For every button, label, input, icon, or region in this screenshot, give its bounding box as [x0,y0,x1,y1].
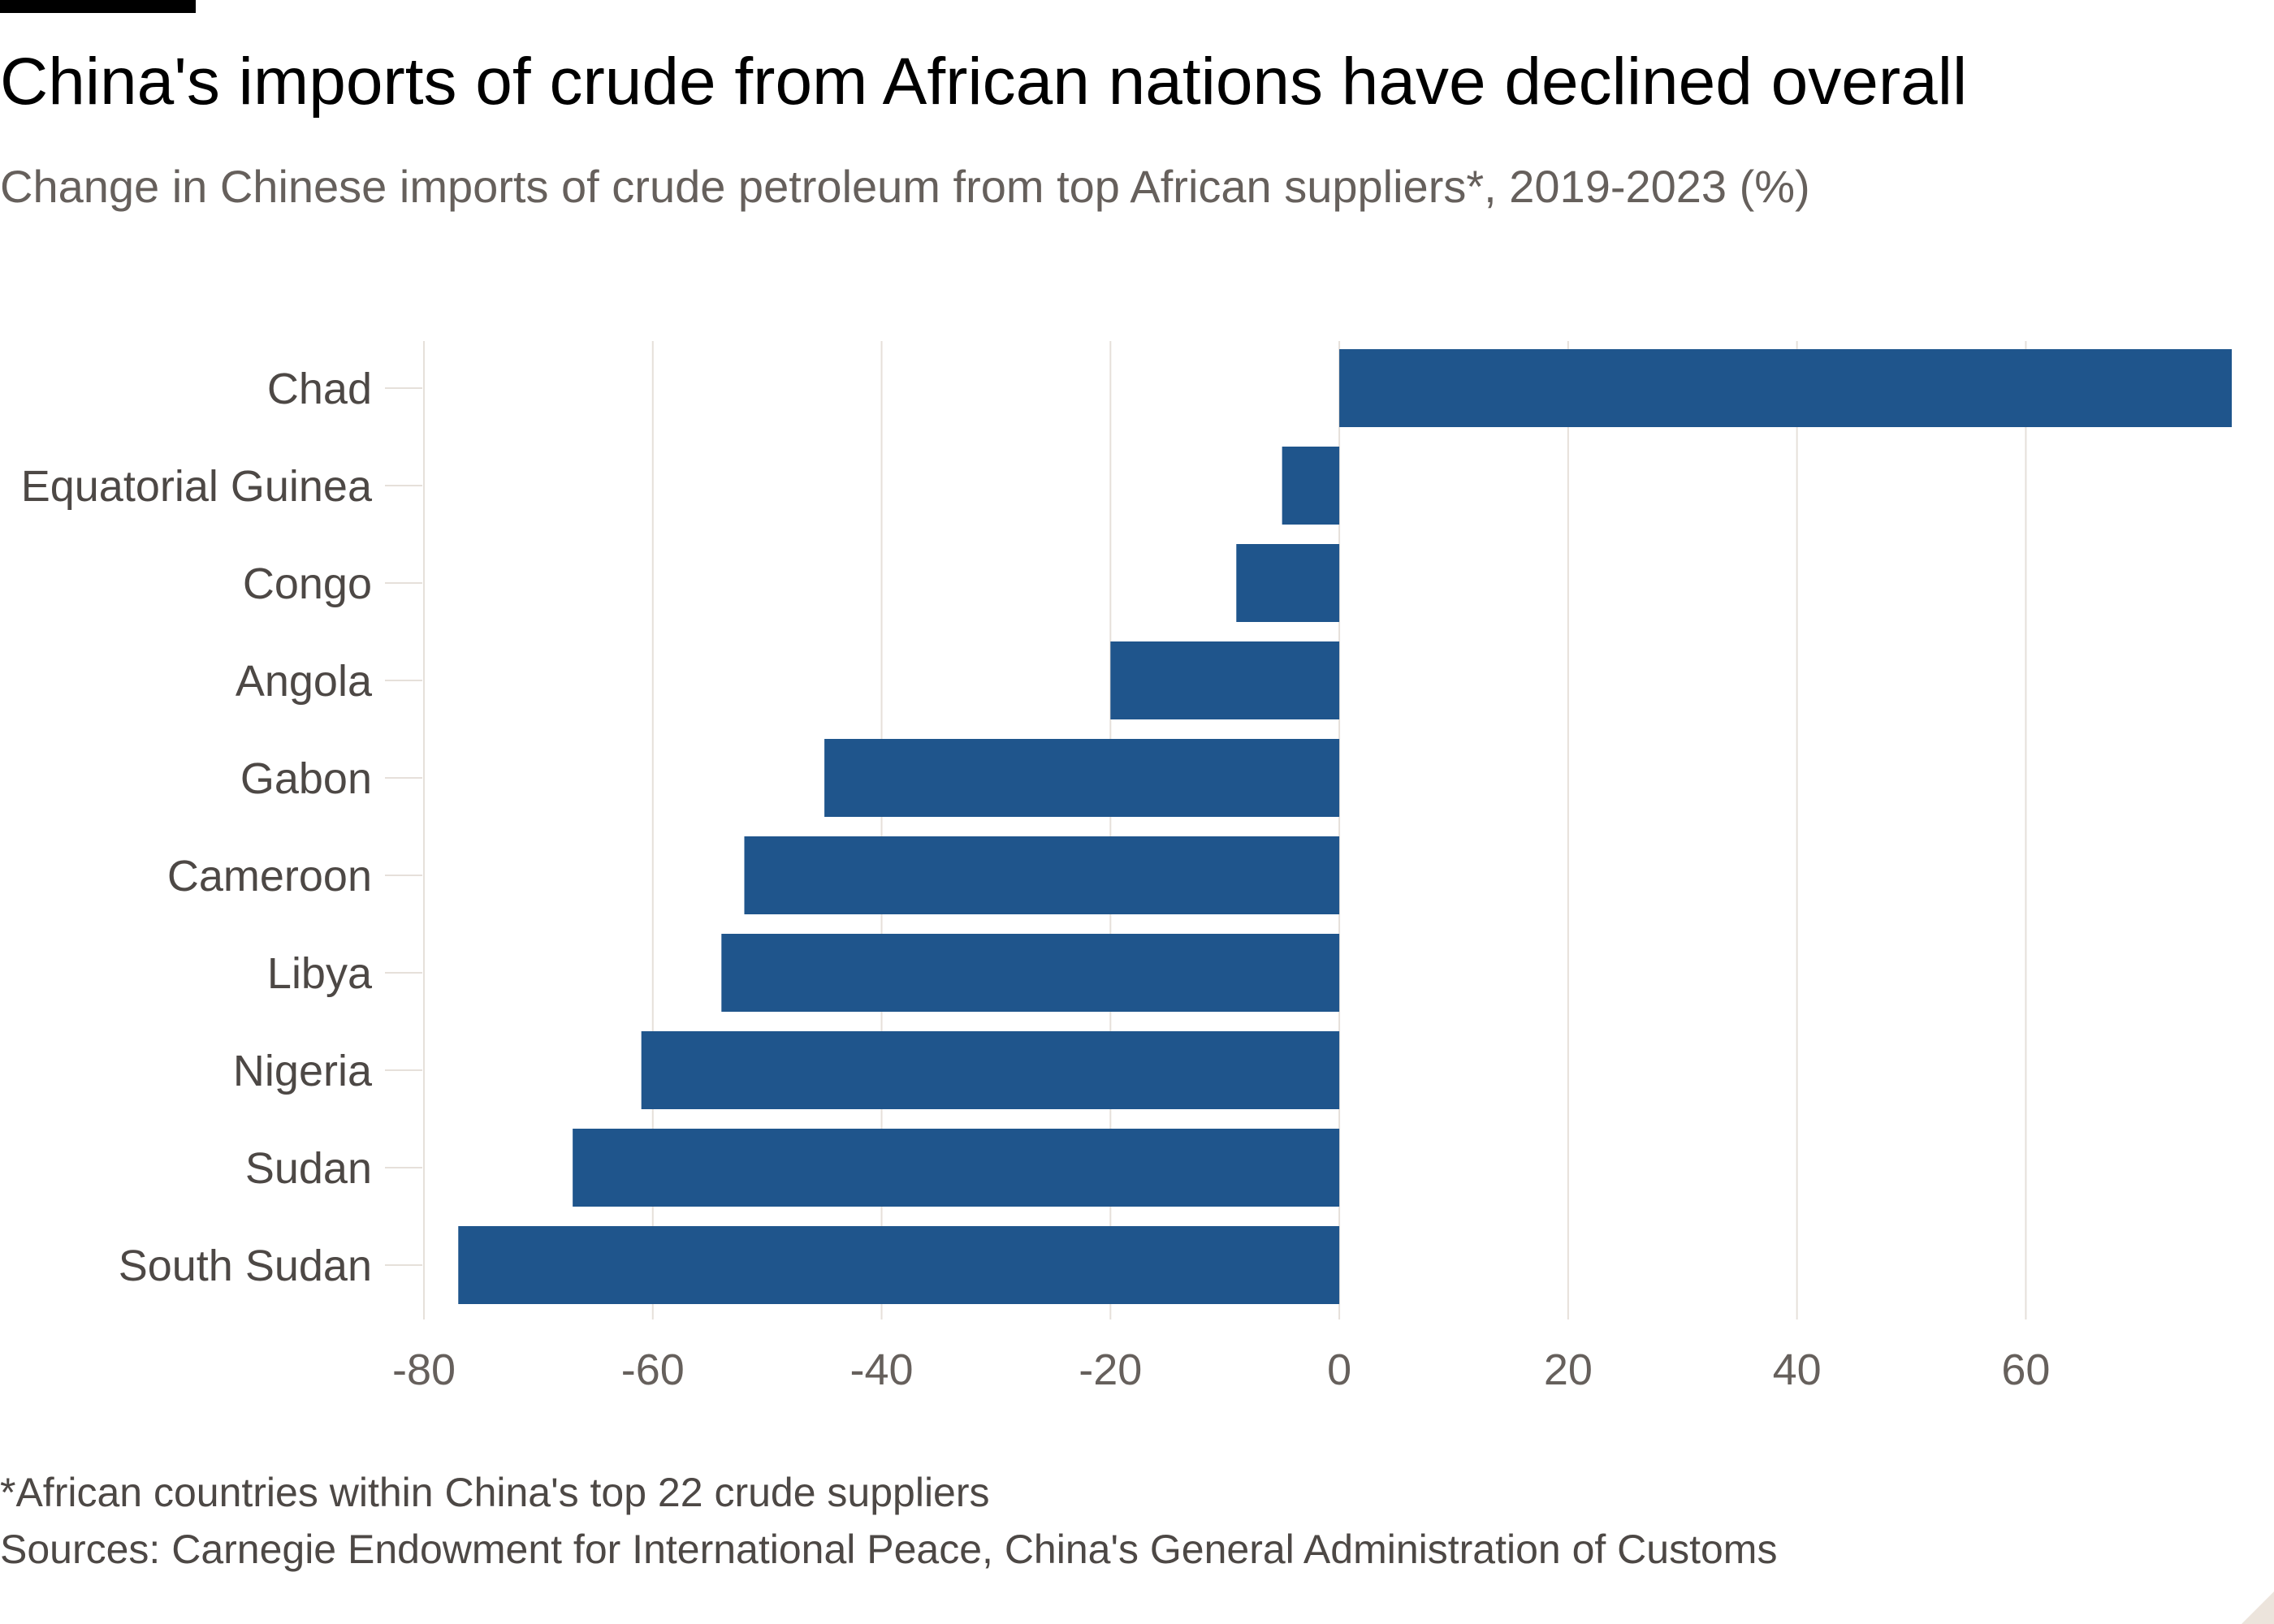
bar [573,1129,1340,1207]
x-axis-ticks: -80 -60 -40 -20 0 20 40 60 [392,1345,2050,1394]
category-label: Congo [243,559,372,608]
category-labels: Chad Equatorial Guinea Congo Angola Gabon Cam… [21,365,422,1290]
bar [824,739,1340,817]
category-label: Gabon [240,754,372,803]
chart-subtitle: Change in Chinese imports of crude petro… [0,161,1810,212]
category-label: Chad [267,365,372,413]
x-tick-label: -40 [850,1345,914,1394]
x-tick-label: 0 [1327,1345,1351,1394]
category-label: Nigeria [233,1047,373,1095]
x-tick-label: -80 [392,1345,456,1394]
bar [1339,349,2232,427]
category-label: Libya [267,949,373,998]
bar [1282,447,1340,525]
source-note: Sources: Carnegie Endowment for Internat… [0,1527,1778,1572]
bar [641,1031,1340,1109]
chart-title: China's imports of crude from African na… [0,45,1968,119]
bar [458,1226,1340,1304]
category-label: Angola [236,657,373,706]
top-rule [0,0,196,13]
category-label: Sudan [245,1144,372,1193]
bar [721,934,1340,1012]
x-tick-label: -20 [1079,1345,1142,1394]
category-label: South Sudan [119,1242,372,1290]
x-tick-label: 40 [1773,1345,1822,1394]
bar [1236,544,1340,622]
category-label: Equatorial Guinea [21,462,373,511]
bar-chart: Chad Equatorial Guinea Congo Angola Gabon Cam… [21,341,2232,1394]
category-label: Cameroon [167,852,372,901]
x-tick-label: -60 [621,1345,685,1394]
footnote: *African countries within China's top 22… [0,1470,990,1515]
x-tick-label: 60 [2001,1345,2050,1394]
x-tick-label: 20 [1544,1345,1593,1394]
bars [458,349,2232,1304]
bar [744,836,1340,914]
corner-mark [2242,1592,2274,1624]
bar [1110,641,1340,719]
